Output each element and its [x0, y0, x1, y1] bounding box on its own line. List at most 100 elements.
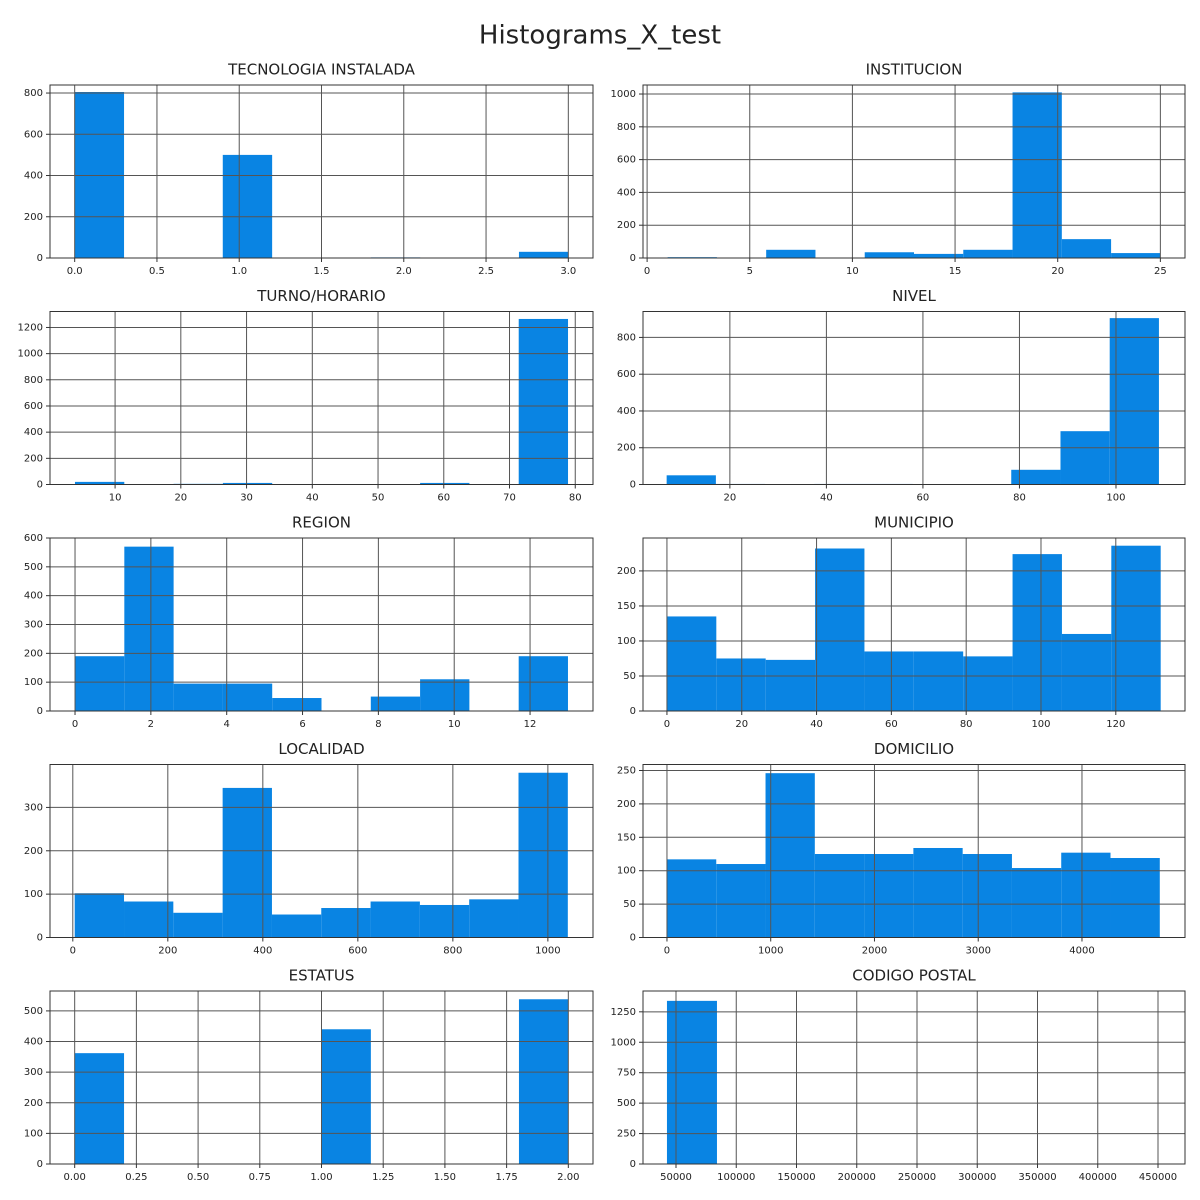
y-tick-label: 250 — [617, 1129, 636, 1140]
y-tick-label: 1200 — [18, 322, 43, 333]
y-tick-label: 400 — [24, 591, 43, 602]
bar — [666, 859, 717, 938]
bar — [766, 249, 816, 258]
panel-title: CODIGO POSTAL — [852, 967, 976, 985]
bar — [74, 92, 125, 258]
x-tick-label: 80 — [1013, 493, 1026, 504]
x-tick-label: 0 — [664, 719, 670, 730]
x-tick-label: 120 — [1106, 719, 1125, 730]
x-tick-label: 200 — [158, 946, 177, 957]
bar — [1061, 239, 1112, 258]
bar — [518, 999, 569, 1164]
x-tick-label: 3000 — [965, 946, 990, 957]
bar — [1110, 858, 1160, 938]
y-tick-label: 150 — [617, 601, 636, 612]
x-tick-label: 40 — [810, 719, 823, 730]
axes-frame — [642, 311, 1186, 485]
x-tick-label: 4000 — [1069, 946, 1094, 957]
bar — [913, 651, 964, 711]
x-tick-label: 300000 — [958, 1172, 996, 1183]
y-tick-label: 300 — [24, 620, 43, 631]
panel-title: MUNICIPIO — [874, 514, 954, 532]
panel-title: LOCALIDAD — [278, 740, 364, 758]
y-tick-label: 600 — [24, 129, 43, 140]
x-tick-label: 20 — [724, 493, 737, 504]
y-tick-label: 100 — [617, 866, 636, 877]
x-tick-label: 12 — [524, 719, 537, 730]
panel-title: REGION — [292, 514, 351, 532]
y-tick-label: 0 — [37, 1159, 43, 1170]
y-tick-label: 200 — [24, 1098, 43, 1109]
y-tick-label: 0 — [37, 253, 43, 264]
x-tick-label: 20 — [735, 719, 748, 730]
x-tick-label: 100 — [1106, 493, 1125, 504]
x-tick-label: 40 — [306, 493, 319, 504]
x-tick-label: 100000 — [717, 1172, 755, 1183]
x-tick-label: 8 — [375, 719, 381, 730]
bar — [1060, 431, 1110, 485]
x-tick-label: 400 — [253, 946, 272, 957]
x-tick-label: 2.5 — [478, 266, 494, 277]
y-tick-label: 200 — [24, 453, 43, 464]
y-tick-label: 250 — [617, 766, 636, 777]
x-tick-label: 0.00 — [64, 1172, 86, 1183]
x-tick-label: 0.25 — [125, 1172, 147, 1183]
y-tick-label: 200 — [24, 212, 43, 223]
bar — [1111, 253, 1161, 258]
axes-frame — [642, 990, 1186, 1165]
bar — [815, 548, 865, 711]
y-tick-label: 0 — [630, 1159, 636, 1170]
x-tick-label: 1.5 — [314, 266, 330, 277]
y-tick-label: 600 — [617, 369, 636, 380]
y-tick-label: 800 — [617, 332, 636, 343]
x-tick-label: 1.00 — [310, 1172, 332, 1183]
axes-frame — [49, 311, 594, 485]
panel-title: TURNO/HORARIO — [256, 287, 385, 305]
y-tick-label: 500 — [24, 1006, 43, 1017]
panel-title: INSTITUCION — [866, 61, 963, 79]
bar — [518, 318, 569, 485]
x-tick-label: 1.25 — [372, 1172, 394, 1183]
panel-title: DOMICILIO — [874, 740, 954, 758]
x-tick-label: 25 — [1154, 266, 1167, 277]
panel-title: TECNOLOGIA INSTALADA — [227, 61, 416, 79]
y-tick-label: 800 — [24, 88, 43, 99]
y-tick-label: 200 — [617, 566, 636, 577]
y-tick-label: 1250 — [611, 1007, 636, 1018]
bar — [370, 696, 421, 711]
bar — [173, 683, 223, 711]
bar — [962, 854, 1012, 938]
y-tick-label: 400 — [617, 187, 636, 198]
y-tick-label: 1000 — [611, 89, 636, 100]
y-tick-label: 600 — [617, 155, 636, 166]
bar — [420, 679, 470, 711]
y-tick-label: 100 — [24, 1128, 43, 1139]
bar — [765, 773, 815, 938]
y-tick-label: 500 — [617, 1098, 636, 1109]
x-tick-label: 2000 — [862, 946, 887, 957]
x-tick-label: 0.5 — [149, 266, 165, 277]
bar — [963, 656, 1013, 711]
y-tick-label: 300 — [24, 802, 43, 813]
bar — [1061, 852, 1111, 938]
axes-frame — [642, 537, 1186, 712]
axes-frame — [49, 990, 594, 1165]
axes-frame — [642, 84, 1186, 259]
y-tick-label: 0 — [37, 480, 43, 491]
bar — [419, 904, 470, 938]
y-tick-label: 0 — [37, 706, 43, 717]
x-tick-label: 450000 — [1139, 1172, 1177, 1183]
y-tick-label: 300 — [24, 1067, 43, 1078]
x-tick-label: 0.50 — [187, 1172, 209, 1183]
bar — [765, 659, 816, 711]
y-tick-label: 400 — [24, 427, 43, 438]
bar — [74, 893, 125, 938]
x-tick-label: 50000 — [660, 1172, 692, 1183]
y-tick-label: 400 — [24, 1037, 43, 1048]
y-tick-label: 750 — [617, 1068, 636, 1079]
bar — [864, 651, 914, 711]
x-tick-label: 2.00 — [557, 1172, 579, 1183]
x-tick-label: 0 — [664, 946, 670, 957]
bar — [914, 253, 964, 258]
